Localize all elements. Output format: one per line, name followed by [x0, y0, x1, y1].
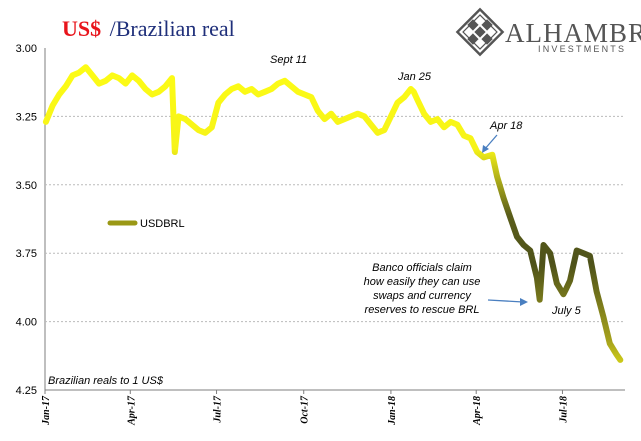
- annotation-apr-18: Apr 18: [489, 120, 523, 132]
- x-tick-label: Jan-18: [387, 396, 398, 426]
- annotation-banco-line3: swaps and currency: [373, 290, 472, 302]
- x-tick-label: Apr-18: [472, 396, 483, 426]
- y-tick-label: 3.50: [16, 180, 37, 192]
- y-tick-label: 3.00: [16, 43, 37, 55]
- annotation-july-5: July 5: [551, 305, 582, 317]
- x-tick-label: Apr-17: [126, 395, 137, 426]
- title-brazilian-real: /Brazilian real: [110, 16, 235, 41]
- legend-label-usdbrl: USDBRL: [140, 218, 185, 230]
- annotation-jan-25: Jan 25: [397, 71, 432, 83]
- arrow-apr-18-head: [482, 145, 489, 153]
- y-tick-label: 3.25: [16, 111, 37, 123]
- title-usd: US$: [62, 16, 101, 41]
- arrow-banco: [487, 299, 524, 303]
- annotation-banco-line1: Banco officials claim: [372, 262, 472, 274]
- chart-title: US$ /Brazilian real: [62, 16, 235, 41]
- logo-sub: INVESTMENTS: [538, 44, 626, 54]
- x-tick-label: Jul-18: [558, 396, 569, 424]
- series-usdbrl: [42, 64, 624, 363]
- arrow-banco-head: [520, 298, 528, 306]
- annotation-banco-line2: how easily they can use: [364, 276, 481, 288]
- x-tick-labels: Jan-17 Apr-17 Jul-17 Oct-17 Jan-18 Apr-18 Jul-…: [41, 390, 569, 426]
- annotations: Sept 11 Jan 25 Apr 18 July 5 Banco offic…: [48, 54, 582, 387]
- x-tick-label: Oct-17: [300, 395, 311, 424]
- logo-name: ALHAMBRA: [505, 18, 641, 48]
- plot-area: 3.00 3.25 3.50 3.75 4.00 4.25 Jan-17 Apr-17 Jul…: [16, 43, 625, 426]
- annotation-sept-11: Sept 11: [270, 54, 307, 66]
- y-tick-label: 4.00: [16, 317, 37, 329]
- y-tick-label: 4.25: [16, 385, 37, 397]
- units-note: Brazilian reals to 1 US$: [48, 375, 164, 387]
- series-line-usdbrl: [42, 64, 624, 363]
- y-tick-labels: 3.00 3.25 3.50 3.75 4.00 4.25: [16, 43, 37, 397]
- x-tick-label: Jul-17: [213, 395, 224, 424]
- x-tick-label: Jan-17: [41, 395, 52, 426]
- logo-emblem-icon: [455, 7, 505, 57]
- alhambra-logo: ALHAMBRA INVESTMENTS: [455, 7, 641, 57]
- y-tick-label: 3.75: [16, 248, 37, 260]
- legend: USDBRL: [107, 218, 185, 230]
- annotation-banco-line4: reserves to rescue BRL: [365, 304, 480, 316]
